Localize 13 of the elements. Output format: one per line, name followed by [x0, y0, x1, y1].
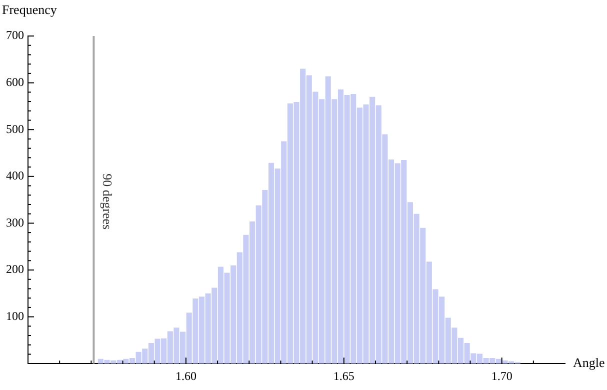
y-tick-label: 200 [6, 262, 24, 276]
x-tick-label: 1.70 [491, 368, 512, 383]
y-tick-label: 100 [6, 308, 24, 323]
ref-line-label: 90 degrees [100, 174, 115, 230]
y-axis-title: Frequency [2, 2, 58, 17]
y-tick-label: 600 [6, 74, 24, 89]
x-tick-label: 1.65 [333, 368, 354, 383]
x-axis-title: Angle [573, 355, 605, 370]
y-tick-label: 300 [6, 215, 24, 230]
y-tick-label: 700 [6, 28, 24, 42]
y-tick-label: 500 [6, 122, 24, 136]
x-tick-label: 1.60 [175, 368, 196, 383]
y-tick-label: 400 [6, 168, 24, 183]
